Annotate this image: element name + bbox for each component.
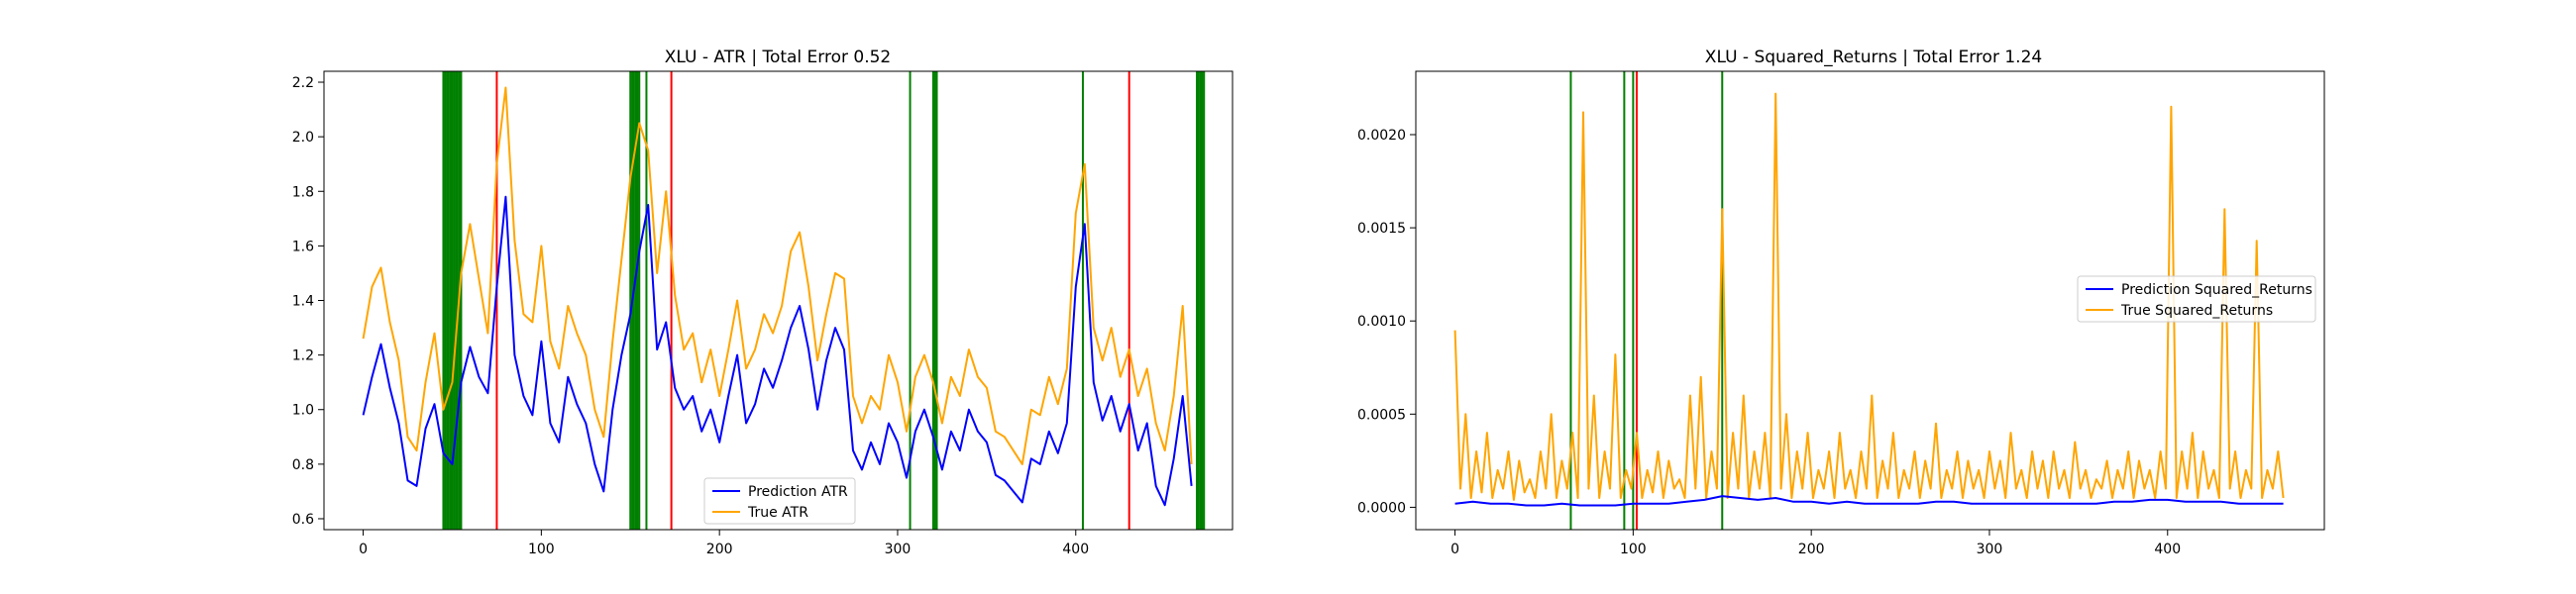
y-tick-label: 1.2 [292, 348, 314, 364]
chart-title: XLU - ATR | Total Error 0.52 [665, 48, 892, 67]
series-lines [362, 86, 1193, 507]
legend: Prediction Squared_Returns True Squared_R… [2077, 275, 2316, 323]
legend-box [703, 477, 856, 525]
axis-ticks: 0 100 200 300 400 0.6 0.8 1.0 1.2 1.4 1.6 1.8 2.0 2.2 [292, 75, 1089, 557]
legend-box [2077, 275, 2316, 323]
series-line-true [362, 86, 1193, 465]
x-tick-label: 100 [528, 542, 555, 557]
legend: Prediction ATR True ATR [703, 477, 856, 525]
y-tick-label: 2.2 [292, 75, 314, 91]
y-tick-label: 0.0005 [1357, 407, 1406, 423]
y-tick-label: 0.0010 [1357, 314, 1406, 330]
x-tick-label: 100 [1620, 542, 1647, 557]
chart-title: XLU - Squared_Returns | Total Error 1.24 [1705, 48, 2042, 67]
legend-entry: Prediction ATR [748, 484, 848, 500]
y-tick-label: 1.8 [292, 184, 314, 200]
y-tick-label: 0.0020 [1357, 128, 1406, 144]
series-line-prediction [362, 195, 1193, 507]
y-tick-label: 2.0 [292, 130, 314, 146]
x-tick-label: 200 [1798, 542, 1825, 557]
axis-ticks: 0 100 200 300 400 0.0000 0.0005 0.0010 0.0015 0.0… [1357, 128, 2181, 557]
x-tick-label: 300 [885, 542, 912, 557]
series-lines [1453, 92, 2285, 507]
x-tick-label: 300 [1977, 542, 2003, 557]
y-tick-label: 0.8 [292, 457, 314, 473]
event-lines [1569, 71, 1724, 530]
x-tick-label: 400 [1062, 542, 1089, 557]
x-tick-label: 400 [2154, 542, 2181, 557]
y-tick-label: 1.4 [292, 294, 314, 310]
x-tick-label: 0 [359, 542, 368, 557]
x-tick-label: 0 [1450, 542, 1459, 557]
legend-entry: True Squared_Returns [2120, 303, 2273, 319]
series-line-prediction [1454, 495, 2284, 507]
y-tick-label: 1.6 [292, 239, 314, 254]
plot-frame [323, 70, 1234, 531]
plot-frame [1415, 70, 2325, 531]
legend-entry: Prediction Squared_Returns [2121, 282, 2312, 298]
y-tick-label: 0.0000 [1357, 500, 1406, 516]
x-tick-label: 200 [706, 542, 733, 557]
chart-atr: XLU - ATR | Total Error 0.52 0 100 200 300 4… [292, 48, 1234, 557]
series-line-true [1453, 92, 2285, 501]
legend-entry: True ATR [747, 505, 808, 521]
y-tick-label: 0.6 [292, 512, 314, 528]
y-tick-label: 1.0 [292, 403, 314, 419]
chart-squared-returns: XLU - Squared_Returns | Total Error 1.24… [1357, 48, 2325, 557]
y-tick-label: 0.0015 [1357, 221, 1406, 237]
